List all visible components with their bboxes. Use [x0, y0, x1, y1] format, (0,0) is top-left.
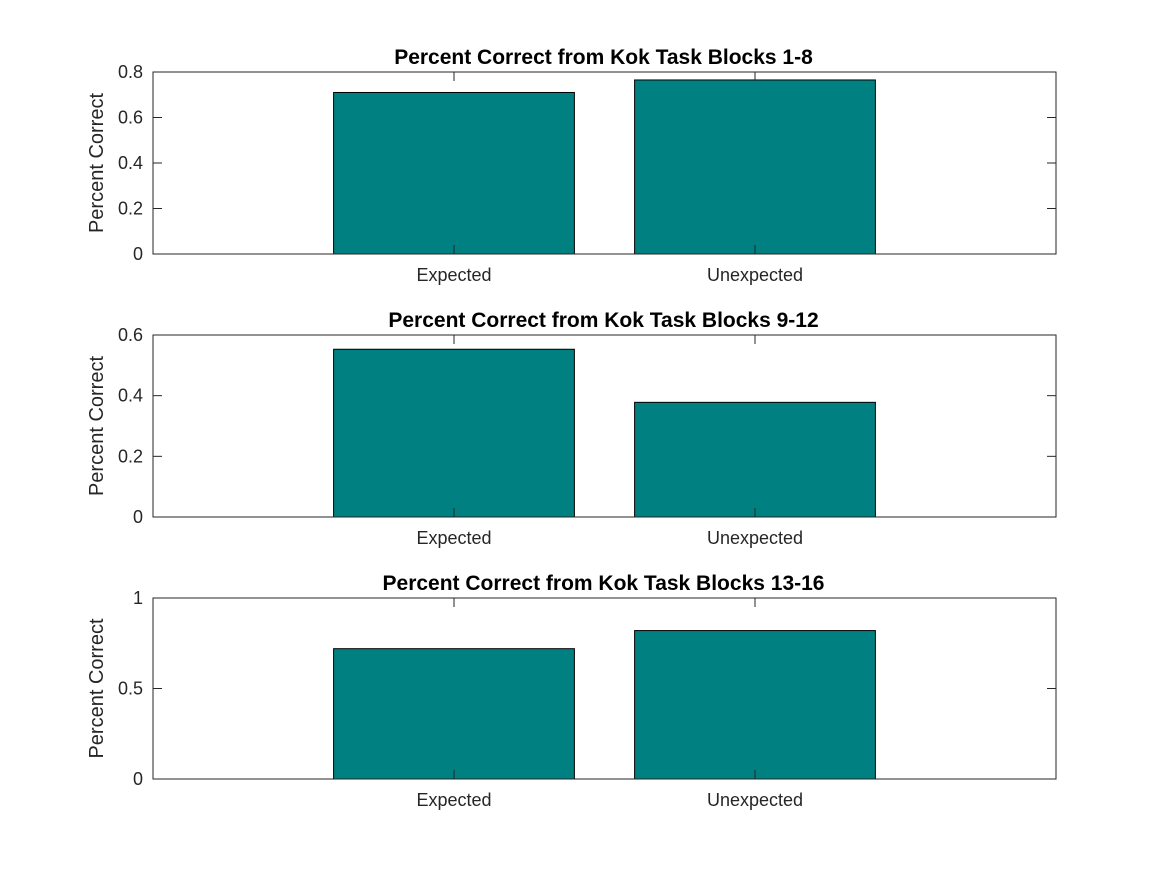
y-tick-label: 0.6	[118, 108, 143, 128]
y-tick-label: 0.2	[118, 446, 143, 466]
bar-unexpected	[634, 630, 876, 780]
subplot-3: 0 0.5 1 Expected Unexpected Percent Correct f…	[86, 572, 1057, 810]
x-tick-label-unexpected: Unexpected	[707, 265, 803, 285]
x-tick-label-expected: Expected	[416, 265, 491, 285]
y-tick-label: 0.6	[118, 325, 143, 345]
x-tick-label-unexpected: Unexpected	[707, 528, 803, 548]
bar-unexpected	[634, 79, 876, 255]
x-tick-label-expected: Expected	[416, 790, 491, 810]
bar-expected	[333, 648, 575, 780]
x-tick-label-expected: Expected	[416, 528, 491, 548]
y-tick-label: 0	[133, 769, 143, 789]
bar-expected	[333, 348, 575, 518]
y-tick-label: 0	[133, 507, 143, 527]
axes-box	[152, 334, 1057, 518]
y-axis-label: Percent Correct	[86, 93, 108, 233]
y-axis-label: Percent Correct	[86, 356, 108, 496]
bar-expected	[333, 91, 575, 255]
subplot-2: 0 0.2 0.4 0.6 Expected Unexpected Percent Corr…	[86, 309, 1057, 548]
y-tick-label: 0.4	[118, 153, 143, 173]
x-tick-label-unexpected: Unexpected	[707, 790, 803, 810]
y-tick-label: 1	[133, 588, 143, 608]
y-axis-label: Percent Correct	[86, 618, 108, 758]
y-tick-label: 0.8	[118, 62, 143, 82]
chart-title: Percent Correct from Kok Task Blocks 13-…	[383, 572, 825, 595]
chart-title: Percent Correct from Kok Task Blocks 9-1…	[388, 309, 818, 332]
y-tick-label: 0.2	[118, 199, 143, 219]
axes-box	[152, 71, 1057, 255]
bar-unexpected	[634, 401, 876, 518]
chart-title: Percent Correct from Kok Task Blocks 1-8	[394, 46, 813, 69]
y-tick-label: 0.5	[118, 679, 143, 699]
axes-box	[152, 597, 1057, 780]
subplot-1: 0 0.2 0.4 0.6 0.8 Expected Unexpected Percent C…	[86, 46, 1057, 285]
y-tick-label: 0	[133, 244, 143, 264]
y-tick-label: 0.4	[118, 386, 143, 406]
